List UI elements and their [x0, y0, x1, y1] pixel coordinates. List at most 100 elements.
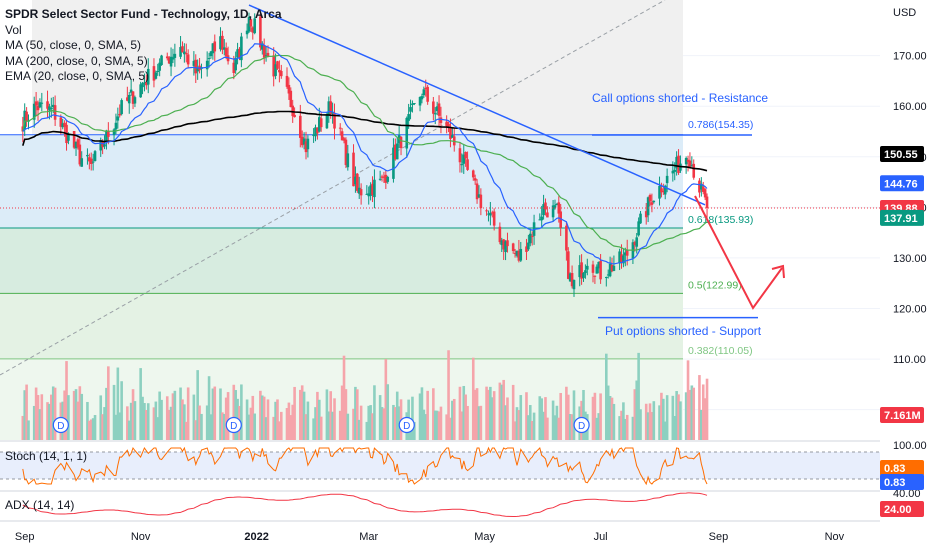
- volume-bar: [698, 375, 701, 440]
- volume-bar: [76, 401, 80, 440]
- candle: [464, 152, 467, 159]
- volume-bar: [473, 389, 477, 440]
- price-tick: 160.00: [893, 101, 927, 113]
- price-badge-3: 137.91: [884, 213, 918, 225]
- candle: [232, 62, 236, 74]
- candle: [447, 123, 450, 127]
- fib-label-1: 0.618(135.93): [688, 214, 753, 226]
- stoch-label: Stoch (14, 1, 1): [5, 449, 87, 463]
- volume-bar: [658, 405, 661, 440]
- volume-bar: [378, 395, 382, 440]
- volume-bar: [114, 414, 118, 440]
- volume-bar: [21, 415, 25, 440]
- candle: [506, 240, 509, 247]
- candle: [395, 143, 399, 160]
- candle: [586, 265, 589, 270]
- candle: [625, 250, 629, 256]
- candle: [559, 211, 562, 228]
- volume-bar: [525, 392, 528, 440]
- volume-bar: [502, 379, 505, 440]
- candle: [25, 111, 28, 122]
- candle: [662, 190, 665, 192]
- candle: [439, 117, 443, 123]
- dividend-marker: [398, 416, 415, 434]
- volume-bar: [139, 368, 142, 440]
- volume-bar: [293, 386, 296, 440]
- volume-bar: [644, 403, 648, 440]
- volume-bar: [249, 407, 253, 440]
- candle: [205, 60, 209, 70]
- candle: [555, 204, 559, 206]
- candle: [392, 147, 395, 179]
- volume-bar: [566, 394, 570, 440]
- candle: [213, 41, 217, 52]
- candle: [498, 226, 502, 243]
- candle: [32, 103, 36, 120]
- candle: [169, 56, 173, 67]
- candle: [466, 159, 469, 170]
- candle: [354, 176, 357, 185]
- candle: [329, 101, 333, 114]
- candle: [300, 136, 304, 146]
- candle: [606, 274, 610, 276]
- volume-bar: [200, 413, 203, 440]
- volume-bar: [219, 388, 222, 440]
- candle: [487, 213, 490, 215]
- price-badge-3-bg: [880, 209, 924, 226]
- volume-bar: [635, 380, 639, 440]
- candle: [51, 104, 55, 108]
- volume-bar: [80, 393, 84, 440]
- candle: [209, 51, 213, 57]
- volume-bar: [380, 407, 384, 440]
- candle: [673, 169, 677, 172]
- candle: [580, 262, 583, 279]
- volume-bar: [72, 390, 76, 440]
- volume-bar: [143, 403, 146, 440]
- candle: [224, 48, 228, 57]
- volume-bar: [538, 396, 542, 440]
- volume-bar: [498, 382, 502, 440]
- volume-bar: [319, 416, 323, 440]
- grid-lines: [683, 55, 880, 411]
- volume-bar: [126, 406, 129, 440]
- volume-bar: [451, 400, 454, 440]
- volume-bar: [437, 411, 441, 440]
- candle: [570, 273, 574, 287]
- stoch-axis-label: 100.00: [893, 440, 927, 452]
- adx-badge: 24.00: [884, 504, 912, 516]
- volume-bar: [420, 387, 424, 440]
- volume-bar: [532, 412, 536, 440]
- volume-bar: [141, 396, 144, 440]
- volume-bar: [99, 395, 103, 440]
- volume-bar: [530, 420, 534, 440]
- adx-axis-label: 40.00: [893, 488, 921, 500]
- volume-bar: [506, 397, 509, 440]
- candle: [120, 100, 123, 115]
- candle: [247, 17, 251, 32]
- candle: [475, 183, 479, 200]
- dividend-marker: [52, 416, 69, 434]
- volume-bar: [675, 391, 678, 440]
- volume-bar: [639, 409, 642, 440]
- volume-bar: [160, 399, 163, 440]
- volume-bar: [27, 420, 30, 440]
- candle: [50, 107, 53, 109]
- volume-bar: [394, 407, 397, 440]
- candle: [566, 251, 570, 279]
- candle: [538, 219, 542, 221]
- volume-bar: [101, 414, 104, 440]
- candle: [618, 251, 621, 264]
- candle: [690, 165, 694, 167]
- candle: [544, 202, 547, 210]
- candle: [88, 157, 91, 162]
- dashed-trendline: [0, 0, 666, 376]
- candle: [221, 35, 224, 50]
- candle: [365, 193, 369, 195]
- volume-bar: [511, 384, 515, 440]
- candle: [249, 19, 253, 27]
- candle: [633, 242, 637, 246]
- volume-bar: [93, 415, 97, 440]
- candle: [236, 49, 239, 58]
- volume-bar: [107, 366, 110, 440]
- candle: [238, 48, 241, 58]
